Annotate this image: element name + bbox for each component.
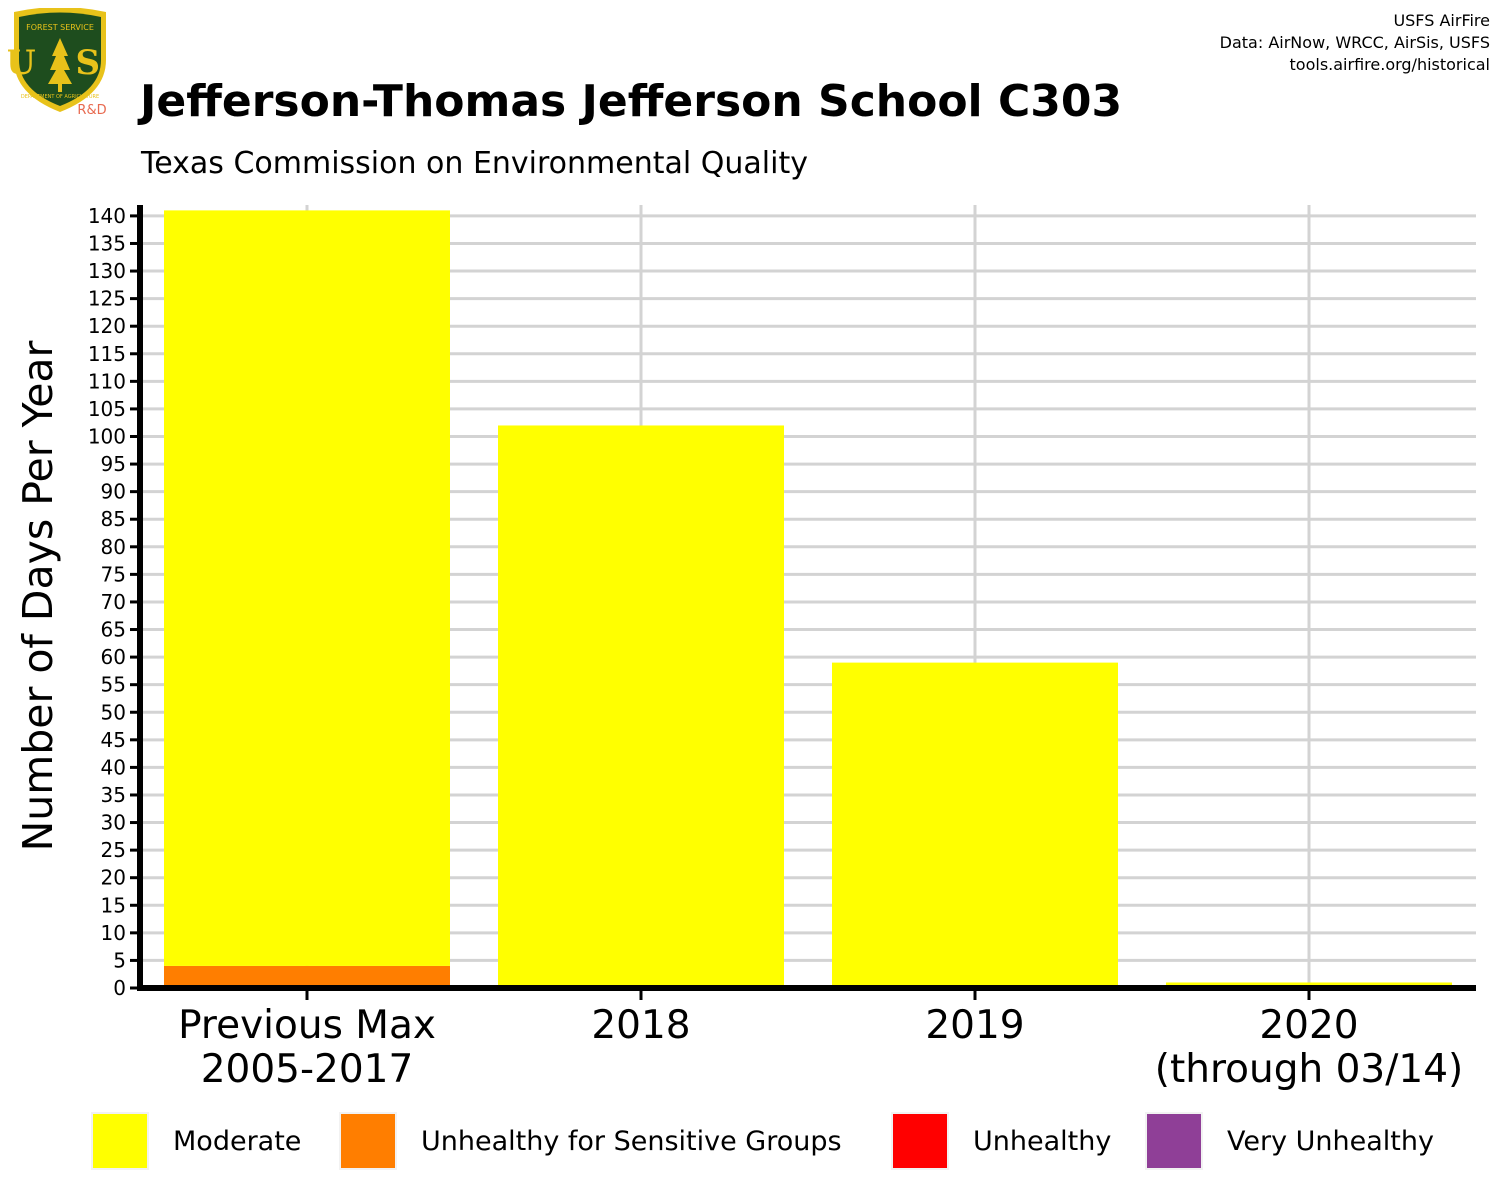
x-tick-label: Previous Max	[178, 1003, 436, 1048]
y-tick-label: 90	[101, 480, 126, 504]
y-tick-label: 30	[101, 811, 126, 835]
y-tick-label: 80	[101, 535, 126, 559]
legend-swatch	[93, 1114, 147, 1168]
y-tick-label: 25	[101, 838, 126, 862]
y-tick-label: 5	[113, 948, 126, 972]
chart-subtitle: Texas Commission on Environmental Qualit…	[141, 146, 808, 181]
y-tick-label: 75	[101, 562, 126, 586]
y-tick-label: 55	[101, 673, 126, 697]
bar-segment	[498, 425, 784, 989]
y-tick-label: 20	[101, 866, 126, 890]
tree-trunk-icon	[58, 84, 62, 92]
y-tick-label: 0	[113, 976, 126, 1000]
logo-bottom-text: DEPARTMENT OF AGRICULTURE	[21, 94, 99, 100]
credit-line-1: USFS AirFire	[1393, 11, 1490, 30]
bar-segment	[164, 210, 450, 966]
tree-icon	[48, 38, 72, 84]
y-tick-label: 115	[88, 342, 126, 366]
credit-line-3: tools.airfire.org/historical	[1289, 55, 1490, 74]
legend-swatch	[341, 1114, 395, 1168]
y-tick-label: 65	[101, 618, 126, 642]
y-tick-label: 60	[101, 645, 126, 669]
logo-tag: R&D	[77, 103, 106, 118]
x-tick-label: 2019	[925, 1003, 1024, 1048]
y-tick-label: 110	[88, 369, 126, 393]
x-tick-label: 2005-2017	[201, 1047, 414, 1092]
legend-label: Unhealthy	[973, 1126, 1111, 1157]
x-tick-label: 2020	[1259, 1003, 1358, 1048]
y-tick-label: 40	[101, 755, 126, 779]
y-tick-label: 100	[88, 425, 126, 449]
y-tick-label: 50	[101, 700, 126, 724]
y-tick-label: 125	[88, 287, 126, 311]
legend-label: Unhealthy for Sensitive Groups	[421, 1126, 842, 1157]
chart-title: Jefferson-Thomas Jefferson School C303	[140, 76, 1123, 127]
y-tick-label: 95	[101, 452, 126, 476]
y-tick-label: 35	[101, 783, 126, 807]
y-axis-label: Number of Days Per Year	[14, 340, 62, 851]
y-tick-label: 105	[88, 397, 126, 421]
y-tick-label: 130	[88, 259, 126, 283]
x-tick-label: (through 03/14)	[1155, 1047, 1463, 1092]
credit-line-2: Data: AirNow, WRCC, AirSis, USFS	[1219, 33, 1490, 52]
y-tick-label: 10	[101, 921, 126, 945]
y-tick-label: 70	[101, 590, 126, 614]
y-tick-label: 45	[101, 728, 126, 752]
x-tick-label: 2018	[591, 1003, 690, 1048]
y-tick-label: 15	[101, 893, 126, 917]
y-tick-label: 135	[88, 231, 126, 255]
legend-layer: Moderate Unhealthy for Sensitive Groups Un…	[91, 1112, 1434, 1170]
axis-layer: 0 5 10 15 20 25 30 35 40 45 50 55 60 65 70 75 80 85 90 95 10…	[14, 204, 1476, 1092]
bar-layer	[164, 210, 1452, 989]
legend-label: Moderate	[173, 1126, 301, 1157]
bar-segment	[164, 965, 450, 988]
legend-swatch	[893, 1114, 947, 1168]
y-tick-label: 140	[88, 204, 126, 228]
legend-label: Very Unhealthy	[1227, 1126, 1434, 1157]
y-tick-label: 120	[88, 314, 126, 338]
forest-service-logo: FOREST SERVICE U S DEPARTMENT OF AGRICUL…	[8, 8, 107, 118]
legend-swatch	[1147, 1114, 1201, 1168]
y-tick-label: 85	[101, 507, 126, 531]
bar-segment	[832, 662, 1118, 988]
logo-arc-text: FOREST SERVICE	[26, 23, 94, 32]
